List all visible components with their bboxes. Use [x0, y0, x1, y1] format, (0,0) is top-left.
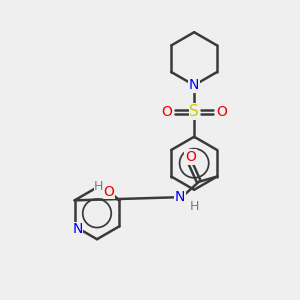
Text: N: N: [72, 222, 83, 236]
Text: S: S: [189, 104, 199, 119]
Text: N: N: [175, 190, 185, 204]
Text: H: H: [190, 200, 199, 213]
Text: N: N: [189, 78, 200, 92]
Text: H: H: [94, 180, 104, 193]
Text: O: O: [161, 105, 172, 119]
Text: O: O: [185, 150, 196, 164]
Text: O: O: [217, 105, 228, 119]
Text: O: O: [104, 184, 115, 199]
